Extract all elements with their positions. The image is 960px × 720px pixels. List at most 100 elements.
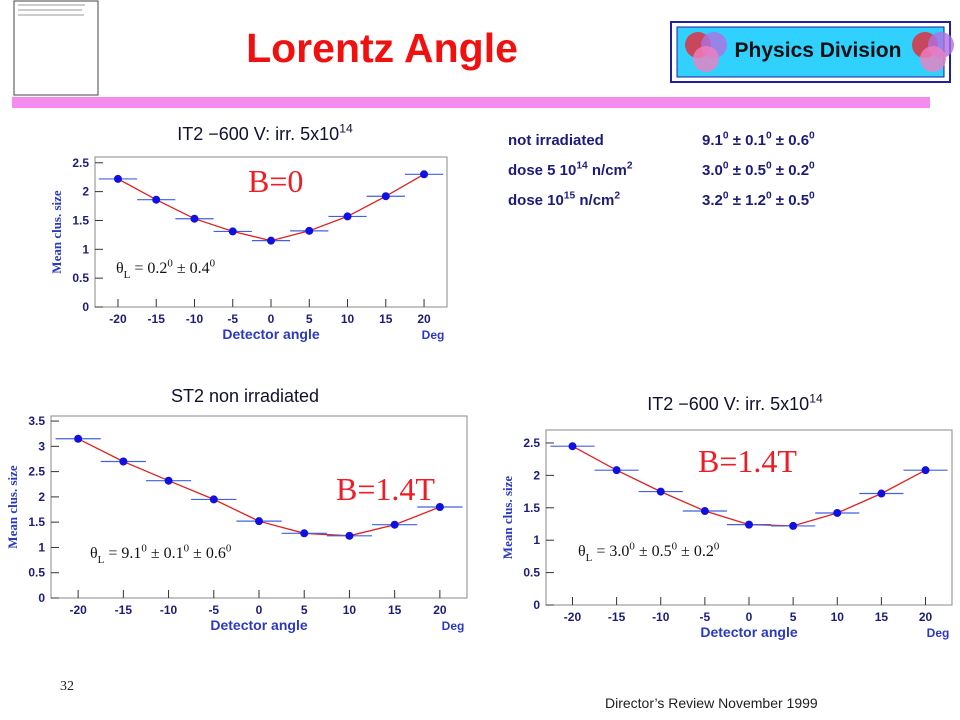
data-point xyxy=(656,487,665,496)
text-part: 0 xyxy=(766,191,772,202)
table-label: dose 5 1014 n/cm2 xyxy=(508,161,633,179)
annotation: B=1.4T xyxy=(698,443,797,479)
x-tick-label: -15 xyxy=(115,603,133,617)
text-part: L xyxy=(98,554,105,566)
data-point xyxy=(300,529,309,538)
x-axis-unit: Deg xyxy=(422,328,445,342)
data-point xyxy=(833,508,842,517)
chart-title: ST2 non irradiated xyxy=(171,386,319,406)
y-tick-label: 2.5 xyxy=(72,156,89,170)
x-tick-label: -10 xyxy=(186,312,204,326)
y-tick-label: 0 xyxy=(38,591,45,605)
x-tick-label: 5 xyxy=(301,603,308,617)
text-part: L xyxy=(124,269,131,281)
y-tick-label: 2.5 xyxy=(523,436,540,450)
chart-title: IT2 −600 V: irr. 5x1014 xyxy=(647,391,823,414)
text-part: L xyxy=(586,552,593,564)
x-axis-label: Detector angle xyxy=(222,326,319,342)
x-tick-label: -10 xyxy=(160,603,178,617)
text-part: B=1.4T xyxy=(336,471,435,507)
data-point xyxy=(228,227,237,236)
text-part: ± 1.2 xyxy=(729,192,766,209)
text-part: 0 xyxy=(723,191,729,202)
y-axis-label: Mean clus. size xyxy=(5,465,20,549)
text-part: 14 xyxy=(339,121,353,135)
y-axis-label: Mean clus. size xyxy=(49,190,64,274)
y-axis-label: Mean clus. size xyxy=(500,476,515,560)
data-point xyxy=(568,442,577,451)
x-tick-label: 5 xyxy=(306,312,313,326)
x-axis-label: Detector angle xyxy=(700,624,797,640)
text-part: 2 xyxy=(614,191,620,202)
y-tick-label: 0 xyxy=(82,300,89,314)
annotation: θL = 9.10 ± 0.10 ± 0.60 xyxy=(90,542,232,566)
chart-title: IT2 −600 V: irr. 5x1014 xyxy=(177,121,353,144)
y-tick-label: 1.5 xyxy=(72,213,89,227)
text-part: 0 xyxy=(766,131,772,142)
text-part: n/cm xyxy=(575,192,614,209)
x-tick-label: 20 xyxy=(433,603,447,617)
data-point xyxy=(345,531,354,540)
x-tick-label: -5 xyxy=(700,610,711,624)
text-part: B=1.4T xyxy=(698,443,797,479)
y-tick-label: 3.5 xyxy=(28,414,45,428)
x-tick-label: 20 xyxy=(919,610,933,624)
x-tick-label: 0 xyxy=(268,312,275,326)
stamp-lines xyxy=(18,4,85,16)
data-point xyxy=(164,476,173,485)
x-tick-label: 15 xyxy=(388,603,402,617)
x-tick-label: -5 xyxy=(208,603,219,617)
text-part: n/cm xyxy=(588,162,627,179)
table-label: not irradiated xyxy=(508,132,604,149)
text-part: 0 xyxy=(672,540,678,552)
x-tick-label: 15 xyxy=(875,610,889,624)
text-part: ± 0.5 xyxy=(729,162,766,179)
data-point xyxy=(877,489,886,498)
text-part: ± 0.4 xyxy=(173,260,210,277)
data-point xyxy=(420,170,429,179)
y-tick-label: 1 xyxy=(38,540,45,554)
text-part: ± 0.6 xyxy=(189,545,226,562)
text-part: 0 xyxy=(210,257,216,269)
text-part: 0 xyxy=(809,161,815,172)
text-part: 0 xyxy=(184,542,190,554)
y-tick-label: 2.5 xyxy=(28,465,45,479)
text-part: IT2 −600 V: xyxy=(647,394,740,414)
text-part: 9.1 xyxy=(702,132,723,149)
data-point xyxy=(305,226,314,235)
footer: Director’s Review November 1999 xyxy=(605,695,818,711)
text-part: ± 0.5 xyxy=(772,192,809,209)
y-tick-label: 1.5 xyxy=(28,515,45,529)
text-part: IT2 −600 V: xyxy=(177,124,270,144)
data-point xyxy=(190,214,199,223)
x-tick-label: 10 xyxy=(341,312,355,326)
text-part: ± 0.5 xyxy=(635,543,672,560)
text-part: θ xyxy=(578,543,586,560)
annotation: θL = 0.20 ± 0.40 xyxy=(116,257,216,281)
text-part: 0 xyxy=(167,257,173,269)
y-tick-label: 1.5 xyxy=(523,501,540,515)
y-tick-label: 1 xyxy=(533,533,540,547)
y-tick-label: 2 xyxy=(82,185,89,199)
text-part: 0 xyxy=(714,540,720,552)
logo-text: Physics Division xyxy=(735,39,902,62)
x-axis-label: Detector angle xyxy=(210,617,307,633)
table-label: dose 1015 n/cm2 xyxy=(508,191,620,209)
x-tick-label: -20 xyxy=(69,603,87,617)
text-part: ± 0.2 xyxy=(677,543,714,560)
x-tick-label: -5 xyxy=(227,312,238,326)
text-part: ± 0.6 xyxy=(772,132,809,149)
y-tick-label: 2 xyxy=(38,490,45,504)
x-tick-label: 20 xyxy=(417,312,431,326)
data-point xyxy=(267,236,275,245)
data-point xyxy=(113,174,122,183)
data-point xyxy=(343,212,352,221)
y-tick-label: 0.5 xyxy=(523,566,540,580)
text-part: = 9.1 xyxy=(104,545,141,562)
text-part: θ xyxy=(116,260,124,277)
text-part: 0 xyxy=(809,191,815,202)
text-part: 3.2 xyxy=(702,192,723,209)
x-tick-label: 5 xyxy=(790,610,797,624)
text-part: = 3.0 xyxy=(592,543,629,560)
